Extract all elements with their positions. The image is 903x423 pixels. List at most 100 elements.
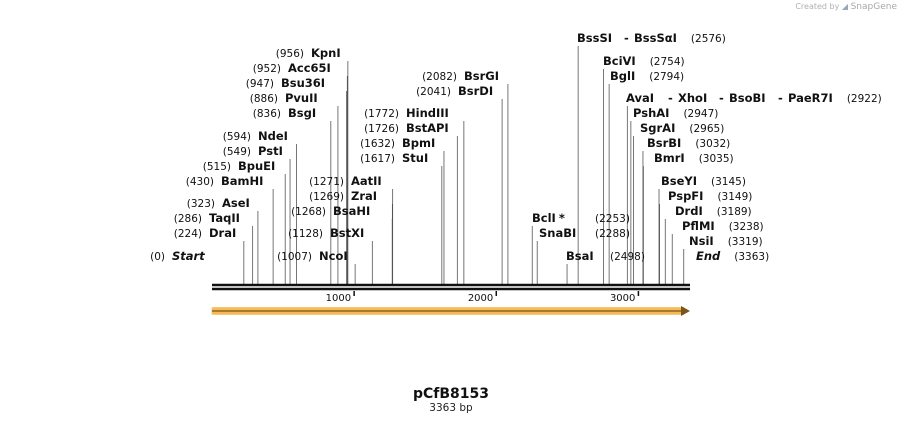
site-name-label[interactable]: DrdI bbox=[675, 204, 703, 218]
site-position-label: (2288) bbox=[595, 228, 630, 240]
site-name-label[interactable]: BglI bbox=[610, 69, 635, 83]
site-position-label: (2922) bbox=[847, 93, 882, 105]
snapgene-logo-icon: ◢ bbox=[841, 2, 849, 11]
site-name-label[interactable]: BsrBI bbox=[647, 136, 681, 150]
ruler-tick-label: 3000 bbox=[610, 293, 635, 304]
site-name-label[interactable]: KpnI bbox=[311, 46, 341, 60]
site-name-label[interactable]: BciVI bbox=[603, 54, 636, 68]
site-name-separator: - bbox=[624, 31, 629, 45]
site-position-label: (1772) bbox=[364, 108, 399, 120]
site-name-label[interactable]: Start bbox=[172, 249, 205, 263]
site-position-label: (2082) bbox=[422, 71, 457, 83]
site-position-label: (1128) bbox=[288, 228, 323, 240]
site-name-label[interactable]: BpmI bbox=[402, 136, 435, 150]
site-name-label[interactable]: BsoBI bbox=[729, 91, 766, 105]
site-name-label[interactable]: PflMI bbox=[682, 219, 715, 233]
site-name-label[interactable]: End bbox=[696, 249, 721, 263]
site-position-label: (515) bbox=[203, 161, 231, 173]
site-position-label: (2253) bbox=[595, 213, 630, 225]
site-name-label[interactable]: SnaBI bbox=[539, 226, 576, 240]
ruler-tick-label: 1000 bbox=[326, 293, 351, 304]
site-name-label[interactable]: DraI bbox=[209, 226, 236, 240]
site-position-label: (836) bbox=[253, 108, 281, 120]
site-star-marker: * bbox=[559, 211, 565, 225]
site-position-label: (1269) bbox=[309, 191, 344, 203]
site-name-label[interactable]: StuI bbox=[402, 151, 428, 165]
site-position-label: (430) bbox=[186, 176, 214, 188]
site-name-label[interactable]: BpuEI bbox=[238, 159, 275, 173]
site-name-label[interactable]: BamHI bbox=[221, 174, 263, 188]
site-name-label[interactable]: BsaI bbox=[566, 249, 594, 263]
watermark-prefix: Created by bbox=[795, 2, 840, 11]
site-name-label[interactable]: PaeR7I bbox=[788, 91, 833, 105]
site-name-label[interactable]: PshAI bbox=[633, 106, 669, 120]
site-name-label[interactable]: BsrDI bbox=[458, 84, 493, 98]
feature-arrow bbox=[211, 306, 690, 316]
site-position-label: (1268) bbox=[291, 206, 326, 218]
site-name-label[interactable]: XhoI bbox=[678, 91, 707, 105]
site-position-label: (0) bbox=[150, 251, 165, 263]
site-name-label[interactable]: NdeI bbox=[258, 129, 288, 143]
site-position-label: (2947) bbox=[683, 108, 718, 120]
site-position-label: (549) bbox=[223, 146, 251, 158]
watermark-brand: SnapGene bbox=[850, 2, 897, 12]
site-labels: Start (0) DraI (224) TaqII (286) AseI (323) BamH… bbox=[150, 31, 882, 263]
sequence-backbone bbox=[212, 283, 690, 291]
site-name-label[interactable]: PspFI bbox=[668, 189, 703, 203]
site-position-label: (224) bbox=[174, 228, 202, 240]
site-position-label: (3319) bbox=[728, 236, 763, 248]
site-name-label[interactable]: TaqII bbox=[209, 211, 240, 225]
site-position-label: (1632) bbox=[360, 138, 395, 150]
site-name-label[interactable]: HindIII bbox=[406, 106, 449, 120]
site-name-label[interactable]: PstI bbox=[258, 144, 283, 158]
site-name-label[interactable]: BssSαI bbox=[634, 31, 677, 45]
site-name-separator: - bbox=[668, 91, 673, 105]
site-position-label: (3145) bbox=[711, 176, 746, 188]
site-position-label: (3149) bbox=[717, 191, 752, 203]
site-name-label[interactable]: ZraI bbox=[351, 189, 377, 203]
site-position-label: (2965) bbox=[689, 123, 724, 135]
site-position-label: (2754) bbox=[650, 56, 685, 68]
site-name-label[interactable]: BsrGI bbox=[464, 69, 499, 83]
site-position-label: (286) bbox=[174, 213, 202, 225]
site-name-label[interactable]: PvuII bbox=[285, 91, 318, 105]
site-name-label[interactable]: BsaHI bbox=[333, 204, 370, 218]
site-position-label: (1617) bbox=[360, 153, 395, 165]
site-position-label: (3035) bbox=[699, 153, 734, 165]
ruler-ticks: 1000 2000 3000 bbox=[326, 291, 640, 304]
map-title: pCfB8153 bbox=[413, 386, 489, 402]
site-name-label[interactable]: AvaI bbox=[626, 91, 654, 105]
site-name-label[interactable]: AatII bbox=[351, 174, 382, 188]
site-position-label: (594) bbox=[223, 131, 251, 143]
site-position-label: (886) bbox=[250, 93, 278, 105]
site-name-label[interactable]: BssSI bbox=[577, 31, 612, 45]
site-position-label: (947) bbox=[246, 78, 274, 90]
site-position-label: (2498) bbox=[610, 251, 645, 263]
site-position-label: (3363) bbox=[734, 251, 769, 263]
site-name-label[interactable]: BstAPI bbox=[406, 121, 449, 135]
site-leader-lines bbox=[243, 46, 685, 284]
site-position-label: (1271) bbox=[309, 176, 344, 188]
site-position-label: (1726) bbox=[364, 123, 399, 135]
site-position-label: (2794) bbox=[649, 71, 684, 83]
site-name-label[interactable]: Acc65I bbox=[288, 61, 331, 75]
site-position-label: (1007) bbox=[277, 251, 312, 263]
site-name-label[interactable]: NcoI bbox=[319, 249, 348, 263]
site-position-label: (323) bbox=[187, 198, 215, 210]
site-name-separator: - bbox=[778, 91, 783, 105]
site-name-label[interactable]: BstXI bbox=[330, 226, 364, 240]
site-name-label[interactable]: NsiI bbox=[689, 234, 714, 248]
site-position-label: (952) bbox=[253, 63, 281, 75]
site-position-label: (956) bbox=[276, 48, 304, 60]
site-position-label: (3189) bbox=[717, 206, 752, 218]
site-name-label[interactable]: SgrAI bbox=[640, 121, 675, 135]
site-name-label[interactable]: BclI bbox=[532, 211, 556, 225]
site-name-label[interactable]: BseYI bbox=[661, 174, 697, 188]
site-name-label[interactable]: BsgI bbox=[288, 106, 316, 120]
site-name-label[interactable]: BmrI bbox=[654, 151, 685, 165]
site-position-label: (2041) bbox=[416, 86, 451, 98]
site-name-label[interactable]: AseI bbox=[222, 196, 250, 210]
site-position-label: (3032) bbox=[695, 138, 730, 150]
site-name-label[interactable]: Bsu36I bbox=[281, 76, 325, 90]
